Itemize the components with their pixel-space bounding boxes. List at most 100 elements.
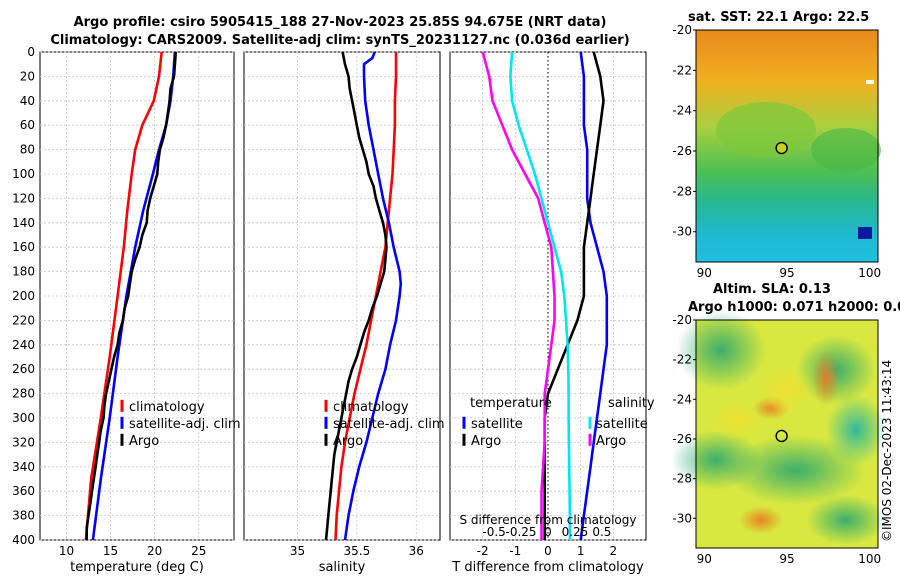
diff-legend-label-t: Argo bbox=[471, 434, 501, 449]
sst-frame bbox=[695, 29, 879, 263]
salinity-x-tick-label: 35 bbox=[290, 544, 305, 558]
depth-tick-label: 340 bbox=[12, 460, 35, 474]
temperature-legend-label: satellite-adj. clim bbox=[129, 417, 241, 432]
temperature-series-climatology bbox=[84, 51, 163, 541]
depth-tick-label: 240 bbox=[12, 338, 35, 352]
difference-frame bbox=[449, 51, 647, 541]
temperature-frame bbox=[39, 51, 235, 541]
depth-tick-label: 300 bbox=[12, 411, 35, 425]
sst-lon-label: 90 bbox=[697, 266, 712, 280]
salinity-series-argo bbox=[324, 51, 388, 541]
diff-s-tick-label: -0.25 bbox=[506, 525, 537, 539]
salinity-legend-label: satellite-adj. clim bbox=[333, 417, 445, 432]
diff-legend-label-s: Argo bbox=[596, 434, 626, 449]
depth-tick-label: 200 bbox=[12, 289, 35, 303]
sla-lat-label: -20 bbox=[672, 313, 692, 327]
temperature-legend-label: climatology bbox=[129, 400, 205, 415]
sla-anomaly bbox=[826, 395, 886, 465]
temperature-x-tick-label: 25 bbox=[191, 544, 206, 558]
depth-tick-label: 80 bbox=[20, 143, 35, 157]
depth-tick-label: 20 bbox=[20, 69, 35, 83]
salinity-legend-label: Argo bbox=[333, 434, 363, 449]
depth-tick-label: 280 bbox=[12, 387, 35, 401]
sla-lat-label: -22 bbox=[672, 353, 692, 367]
sla-lat-label: -26 bbox=[672, 432, 692, 446]
sla-anomaly bbox=[806, 495, 886, 545]
depth-tick-label: 60 bbox=[20, 118, 35, 132]
temperature-series-satellite-adj-clim bbox=[91, 51, 177, 541]
sla-anomaly bbox=[756, 365, 816, 415]
difference-series-salinity-argo bbox=[481, 51, 556, 540]
sla-anomaly bbox=[711, 400, 761, 440]
sst-lat-label: -30 bbox=[672, 225, 692, 239]
sla-lat-label: -24 bbox=[672, 392, 692, 406]
sla-map-title: Altim. SLA: 0.13 bbox=[713, 282, 831, 297]
depth-tick-label: 320 bbox=[12, 435, 35, 449]
sst-map-title: sat. SST: 22.1 Argo: 22.5 bbox=[688, 10, 870, 25]
difference-x-tick-label: 1 bbox=[577, 544, 585, 558]
diff-legend-label-s: satellite bbox=[596, 417, 648, 432]
sla-lon-label: 95 bbox=[779, 552, 794, 566]
profile-title: Argo profile: csiro 5905415_188 27-Nov-2… bbox=[73, 15, 607, 30]
salinity-series-climatology bbox=[334, 52, 398, 541]
sla-anomaly bbox=[753, 396, 789, 420]
depth-tick-label: 140 bbox=[12, 216, 35, 230]
sla-lon-label: 100 bbox=[858, 552, 881, 566]
argo-float-marker bbox=[775, 141, 788, 155]
sst-patch bbox=[811, 128, 881, 172]
panel-temperature: 0204060801001201401601802002202402602803… bbox=[12, 45, 241, 575]
depth-tick-label: 220 bbox=[12, 313, 35, 327]
diff-s-tick-label: 0.5 bbox=[592, 525, 611, 539]
diff-legend-label-t: satellite bbox=[471, 417, 523, 432]
depth-tick-label: 100 bbox=[12, 167, 35, 181]
difference-series-temperature-satellite bbox=[579, 51, 609, 541]
temperature-x-tick-label: 20 bbox=[147, 544, 162, 558]
depth-tick-label: 360 bbox=[12, 484, 35, 498]
diff-s-tick-label: 0 bbox=[544, 525, 552, 539]
difference-x-tick-label: 2 bbox=[610, 544, 618, 558]
sla-anomaly bbox=[739, 506, 783, 534]
sst-patch bbox=[716, 102, 816, 158]
sst-lon-label: 100 bbox=[858, 266, 881, 280]
sla-anomaly bbox=[676, 310, 766, 390]
temperature-series-argo bbox=[85, 51, 178, 540]
difference-series-temperature-argo bbox=[543, 51, 605, 540]
diff-xlabel2: S difference from climatology bbox=[460, 513, 637, 527]
sst-lat-label: -24 bbox=[672, 104, 692, 118]
sla-map: -20 -22 -24 -26 -28 -30 90 95 100 bbox=[671, 310, 886, 566]
depth-tick-label: 180 bbox=[12, 265, 35, 279]
temperature-x-tick-label: 10 bbox=[59, 544, 74, 558]
sst-lat-label: -22 bbox=[672, 63, 692, 77]
salinity-series-satellite-adj-clim bbox=[343, 51, 403, 541]
panel-salinity: 35 35.5 36 salinity climatology satellite-adj… bbox=[243, 51, 445, 575]
salinity-x-tick-label: 35.5 bbox=[343, 544, 370, 558]
temperature-legend-label: Argo bbox=[129, 434, 159, 449]
sst-lat-label: -26 bbox=[672, 144, 692, 158]
sla-anomaly bbox=[671, 430, 761, 490]
argo-float-marker bbox=[775, 429, 788, 443]
sla-map-subtitle: Argo h1000: 0.071 h2000: 0.063 bbox=[688, 300, 900, 315]
sst-patch bbox=[858, 227, 872, 239]
sst-lon-label: 95 bbox=[779, 266, 794, 280]
diff-s-tick-label: 0.25 bbox=[562, 525, 589, 539]
depth-tick-label: 400 bbox=[12, 533, 35, 547]
diff-s-tick-label: -0.5 bbox=[482, 525, 505, 539]
difference-x-tick-label: 0 bbox=[544, 544, 552, 558]
difference-x-tick-label: -1 bbox=[509, 544, 521, 558]
depth-tick-label: 40 bbox=[20, 94, 35, 108]
depth-tick-label: 380 bbox=[12, 509, 35, 523]
sla-lat-label: -30 bbox=[672, 511, 692, 525]
sla-anomaly bbox=[726, 435, 866, 505]
difference-x-tick-label: -2 bbox=[477, 544, 489, 558]
difference-xlabel: T difference from climatology bbox=[451, 560, 644, 575]
sst-lat-label: -28 bbox=[672, 184, 692, 198]
sla-lon-label: 90 bbox=[697, 552, 712, 566]
legend-title-temperature: temperature bbox=[470, 396, 552, 411]
sla-field bbox=[696, 320, 878, 548]
sst-field bbox=[696, 30, 878, 262]
temperature-xlabel: temperature (deg C) bbox=[70, 560, 204, 575]
imos-credit: ©IMOS 02-Dec-2023 11:43:14 bbox=[880, 359, 894, 542]
sla-anomaly bbox=[812, 350, 840, 406]
temperature-x-tick-label: 15 bbox=[103, 544, 118, 558]
